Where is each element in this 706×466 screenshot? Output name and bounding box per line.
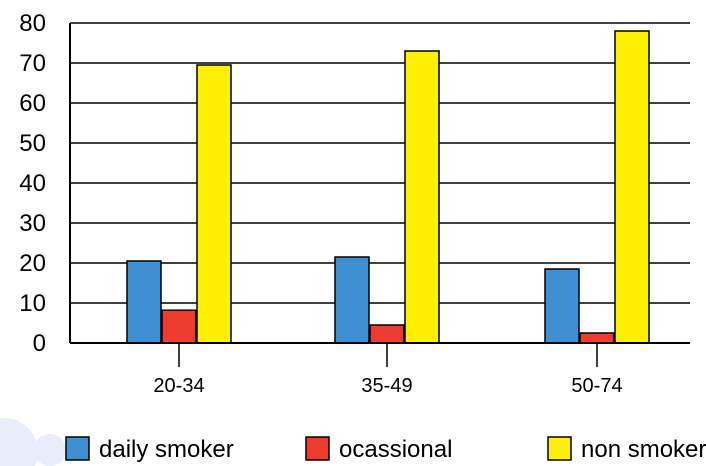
y-tick-label-0: 0 (33, 330, 46, 357)
decor-circle-right (34, 434, 66, 466)
legend-label-daily-smoker: daily smoker (99, 436, 234, 463)
decor-circle-left (0, 418, 38, 466)
bar-non-smoker-35-49 (404, 50, 440, 344)
bar-daily-smoker-50-74 (544, 268, 580, 344)
x-tick-label-35-49: 35-49 (361, 375, 412, 397)
legend-swatch-daily-smoker (65, 436, 90, 461)
y-tick-label-40: 40 (19, 170, 46, 197)
x-axis-tick-labels: 20-34 35-49 50-74 (153, 375, 622, 397)
bar-ocassional-20-34 (161, 309, 197, 344)
y-axis-tick-labels: 0 10 20 30 40 50 60 70 80 (19, 10, 46, 357)
legend-label-non-smoker: non smoker (581, 436, 706, 463)
bars (126, 30, 650, 344)
bar-ocassional-50-74 (579, 332, 615, 344)
axes (69, 23, 690, 367)
y-tick-label-80: 80 (19, 10, 46, 37)
bar-daily-smoker-35-49 (334, 256, 370, 344)
y-tick-label-30: 30 (19, 210, 46, 237)
x-tick-label-50-74: 50-74 (571, 375, 622, 397)
y-tick-label-70: 70 (19, 50, 46, 77)
background-circles (0, 418, 66, 466)
y-tick-label-60: 60 (19, 90, 46, 117)
legend: daily smoker ocassional non smoker (65, 436, 706, 463)
legend-swatch-ocassional (305, 436, 330, 461)
y-tick-label-20: 20 (19, 250, 46, 277)
x-tick-label-20-34: 20-34 (153, 375, 204, 397)
y-tick-label-50: 50 (19, 130, 46, 157)
y-tick-label-10: 10 (19, 290, 46, 317)
bar-ocassional-35-49 (369, 324, 405, 344)
legend-label-ocassional: ocassional (339, 436, 452, 463)
legend-swatch-non-smoker (547, 436, 572, 461)
gridlines (70, 22, 690, 304)
bar-non-smoker-50-74 (614, 30, 650, 344)
bar-non-smoker-20-34 (196, 64, 232, 344)
bar-daily-smoker-20-34 (126, 260, 162, 344)
